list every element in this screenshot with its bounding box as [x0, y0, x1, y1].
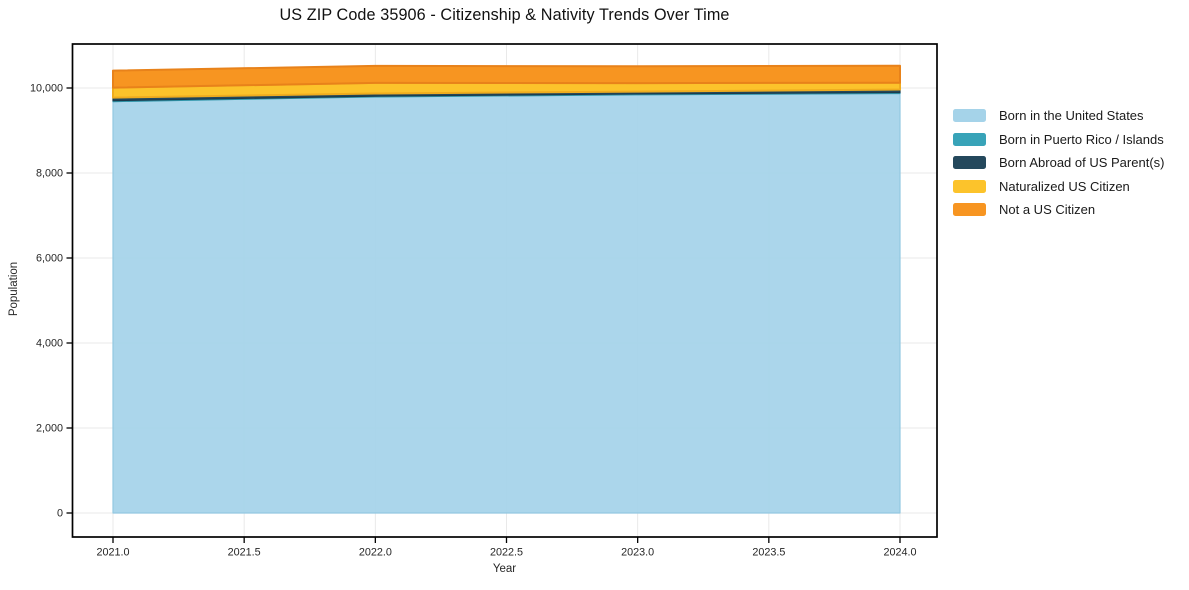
svg-text:2023.5: 2023.5: [752, 547, 785, 559]
svg-text:2021.0: 2021.0: [96, 547, 129, 559]
legend-item-not-citizen: Not a US Citizen: [953, 198, 1164, 222]
legend-label: Naturalized US Citizen: [999, 178, 1130, 194]
svg-text:2,000: 2,000: [36, 423, 63, 435]
svg-text:2024.0: 2024.0: [883, 547, 916, 559]
legend-label: Born in the United States: [999, 108, 1144, 124]
svg-text:2022.0: 2022.0: [359, 547, 392, 559]
legend: Born in the United States Born in Puerto…: [953, 104, 1164, 222]
legend-swatch-not-citizen: [953, 203, 986, 217]
chart-title: US ZIP Code 35906 - Citizenship & Nativi…: [279, 6, 730, 24]
legend-item-naturalized: Naturalized US Citizen: [953, 175, 1164, 199]
legend-swatch-born-abroad: [953, 156, 986, 170]
legend-label: Born Abroad of US Parent(s): [999, 155, 1165, 171]
x-axis-title: Year: [492, 563, 517, 575]
legend-swatch-born-us: [953, 109, 986, 123]
legend-item-born-us: Born in the United States: [953, 104, 1164, 128]
legend-swatch-naturalized: [953, 179, 986, 193]
svg-text:2023.0: 2023.0: [621, 547, 654, 559]
legend-label: Born in Puerto Rico / Islands: [999, 131, 1164, 147]
legend-label: Not a US Citizen: [999, 202, 1096, 218]
legend-item-born-abroad: Born Abroad of US Parent(s): [953, 151, 1164, 175]
svg-text:10,000: 10,000: [30, 83, 63, 95]
svg-text:0: 0: [57, 508, 63, 520]
svg-text:8,000: 8,000: [36, 168, 63, 180]
svg-text:6,000: 6,000: [36, 253, 63, 265]
legend-item-born-pr-islands: Born in Puerto Rico / Islands: [953, 128, 1164, 152]
svg-text:2022.5: 2022.5: [490, 547, 523, 559]
y-axis-title: Population: [8, 261, 20, 317]
svg-text:2021.5: 2021.5: [228, 547, 261, 559]
svg-text:4,000: 4,000: [36, 338, 63, 350]
legend-swatch-born-pr-islands: [953, 132, 986, 146]
